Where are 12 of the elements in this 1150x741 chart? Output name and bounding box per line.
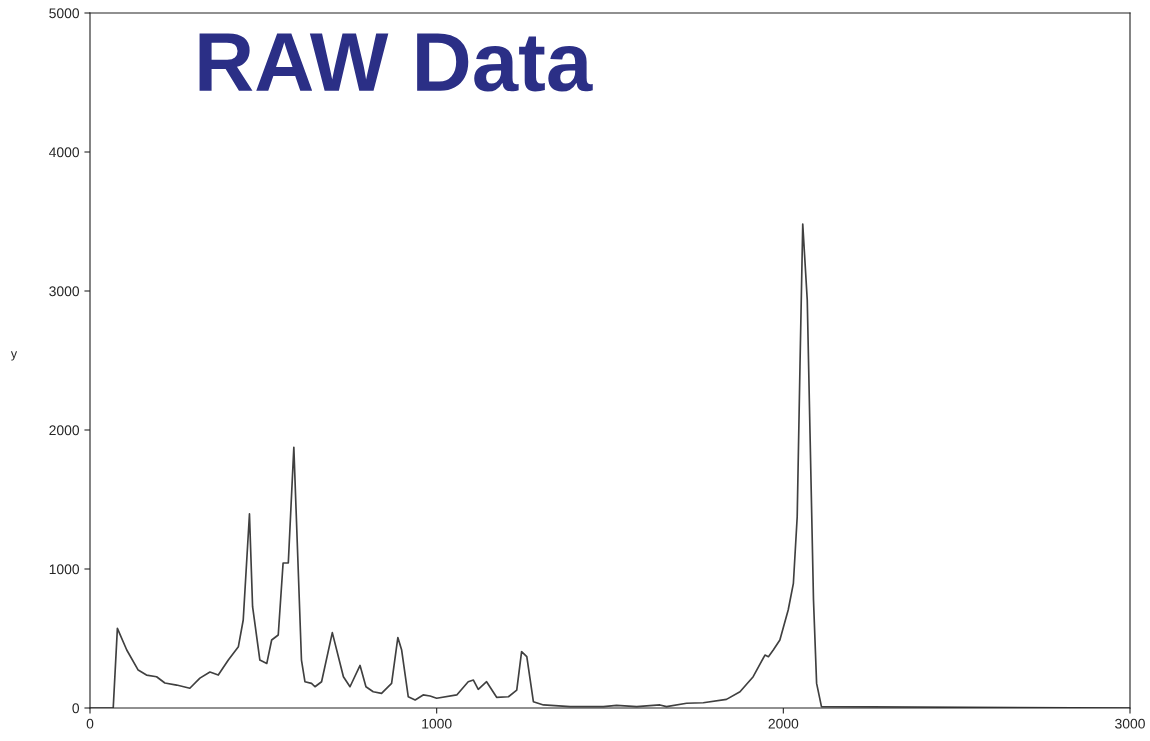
y-axis-title: y	[10, 351, 18, 361]
y-tick-label: 0	[72, 703, 80, 714]
x-tick-label: 1000	[422, 718, 452, 729]
x-tick-label: 0	[86, 718, 94, 729]
y-tick-label: 1000	[49, 564, 80, 575]
y-tick-label: 5000	[49, 8, 80, 19]
y-tick-label: 3000	[49, 286, 80, 297]
chart-title: RAW Data	[199, 33, 593, 92]
x-tick-label: 3000	[1115, 718, 1145, 729]
y-tick-label: 4000	[49, 147, 80, 158]
x-tick-label: 2000	[768, 718, 799, 729]
y-tick-label: 2000	[49, 425, 80, 436]
